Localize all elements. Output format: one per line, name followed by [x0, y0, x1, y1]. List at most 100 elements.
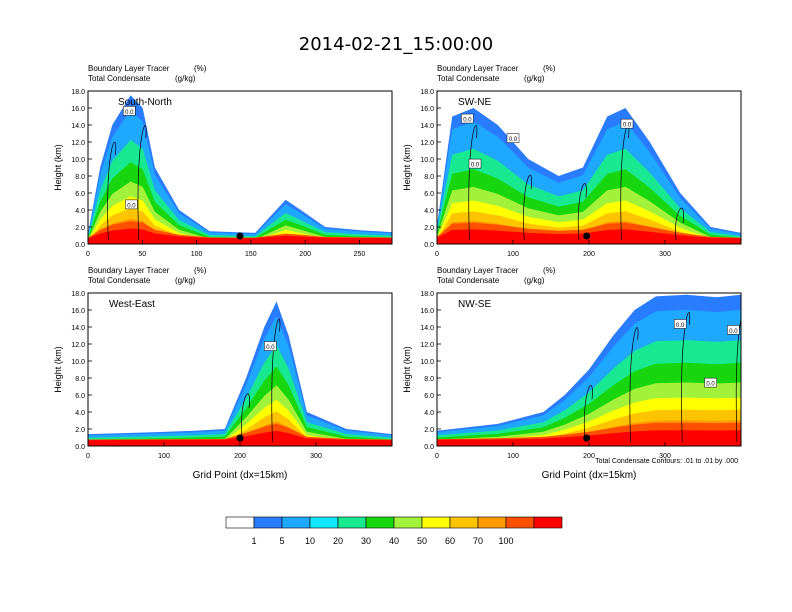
x-tick-label: 50 [138, 251, 146, 258]
y-tick-label: 18.0 [420, 291, 434, 298]
colorbar-label: 20 [333, 536, 343, 546]
colorbar-label: 100 [498, 536, 513, 546]
colorbar-swatch [281, 516, 311, 529]
contour-label: 0.0 [471, 163, 480, 169]
panel-unit-condensate: (g/kg) [524, 276, 545, 285]
condensate-contour [577, 183, 587, 241]
colorbar-label: 60 [445, 536, 455, 546]
contour-label-box [704, 377, 717, 388]
colorbar-swatch [393, 516, 423, 529]
colorbar-swatch [477, 516, 507, 529]
contour-note: Total Condensate Contours: .01 to .01 by… [595, 458, 738, 465]
y-tick-label: 12.0 [71, 342, 85, 349]
panel-subtitle-condensate: Total Condensate [88, 74, 151, 83]
panel-subtitle-condensate: Total Condensate [88, 276, 151, 285]
y-tick-label: 0.0 [424, 444, 434, 451]
panel-upper-right: Boundary Layer Tracer (%) Total Condensate… [402, 64, 742, 258]
panel-lower-right: Boundary Layer Tracer (%) Total Condensate… [402, 266, 742, 481]
y-tick-label: 18.0 [71, 89, 85, 96]
x-tick-label: 200 [299, 251, 311, 258]
x-tick-label: 100 [158, 453, 170, 460]
x-tick-label: 200 [583, 453, 595, 460]
contour-label-box [123, 106, 136, 116]
y-tick-label: 8.0 [424, 376, 434, 383]
y-tick-label: 16.0 [71, 308, 85, 315]
figure-title: 2014-02-21_15:00:00 [299, 34, 493, 55]
contour-label: 0.0 [623, 123, 632, 129]
y-tick-label: 14.0 [71, 123, 85, 130]
colorbar-label: 50 [417, 536, 427, 546]
panel-label: West-East [109, 299, 155, 310]
contour-label-box [461, 113, 474, 124]
contour-label: 0.0 [706, 382, 715, 388]
x-tick-label: 150 [245, 251, 257, 258]
x-tick-label: 200 [583, 251, 595, 258]
y-tick-label: 6.0 [75, 191, 85, 198]
y-tick-label: 10.0 [71, 359, 85, 366]
panel-subtitle-tracer: Boundary Layer Tracer [437, 266, 519, 275]
x-tick-label: 100 [507, 453, 519, 460]
heatmap-field [437, 108, 741, 244]
colorbar-swatch [449, 516, 479, 529]
contour-label: 0.0 [676, 323, 685, 329]
colorbar-swatch [533, 516, 563, 529]
panel-subtitle-tracer: Boundary Layer Tracer [437, 64, 519, 73]
panel-unit-condensate: (g/kg) [175, 74, 196, 83]
contour-label-box [727, 325, 740, 335]
contour-label: 0.0 [125, 110, 134, 116]
panel-subtitle-condensate: Total Condensate [437, 276, 500, 285]
heatmap-field [88, 95, 392, 244]
y-tick-label: 14.0 [71, 325, 85, 332]
location-marker [583, 232, 591, 240]
colorbar-label: 70 [473, 536, 483, 546]
contour-label: 0.0 [463, 118, 472, 124]
panel-frame [87, 90, 393, 245]
condensate-contour [629, 327, 639, 443]
heatmap-field [437, 294, 741, 446]
colorbar-swatch [309, 516, 339, 529]
y-axis-label: Height (km) [402, 346, 412, 393]
y-tick-label: 10.0 [420, 157, 434, 164]
contour-label-box [620, 118, 634, 129]
y-tick-label: 2.0 [424, 427, 434, 434]
y-tick-label: 4.0 [75, 410, 85, 417]
y-tick-label: 14.0 [420, 123, 434, 130]
y-tick-label: 2.0 [75, 225, 85, 232]
y-tick-label: 16.0 [71, 106, 85, 113]
colorbar-swatch [337, 516, 367, 529]
colorbar-label: 1 [251, 536, 256, 546]
x-tick-label: 0 [435, 251, 439, 258]
y-axis-label: Height (km) [53, 346, 63, 393]
y-tick-label: 10.0 [420, 359, 434, 366]
y-tick-label: 12.0 [71, 140, 85, 147]
tracer-band [88, 228, 392, 244]
x-tick-label: 300 [659, 251, 671, 258]
y-tick-label: 2.0 [424, 225, 434, 232]
panel-unit-tracer: (%) [194, 64, 207, 73]
y-tick-label: 8.0 [424, 174, 434, 181]
contour-label: 0.0 [729, 329, 738, 335]
x-tick-label: 100 [191, 251, 203, 258]
panel-label: South-North [118, 97, 172, 108]
y-tick-label: 4.0 [75, 208, 85, 215]
colorbar-swatch [225, 516, 255, 529]
condensate-contour [468, 125, 478, 241]
panel-subtitle-tracer: Boundary Layer Tracer [88, 64, 170, 73]
colorbar-label: 40 [389, 536, 399, 546]
y-tick-label: 6.0 [424, 191, 434, 198]
y-tick-label: 4.0 [424, 208, 434, 215]
colorbar: 1 5 10 20 30 40 50 60 70 100 [225, 516, 563, 546]
y-tick-label: 2.0 [75, 427, 85, 434]
x-tick-label: 300 [310, 453, 322, 460]
y-tick-label: 6.0 [75, 393, 85, 400]
condensate-contour [583, 385, 593, 443]
y-tick-label: 8.0 [75, 376, 85, 383]
x-tick-label: 300 [659, 453, 671, 460]
panel-unit-condensate: (g/kg) [524, 74, 545, 83]
contour-label: 0.0 [127, 203, 136, 209]
contour-label-box [468, 158, 482, 169]
panel-unit-tracer: (%) [194, 266, 207, 275]
colorbar-label: 5 [279, 536, 284, 546]
location-marker [583, 434, 591, 442]
y-tick-label: 16.0 [420, 308, 434, 315]
